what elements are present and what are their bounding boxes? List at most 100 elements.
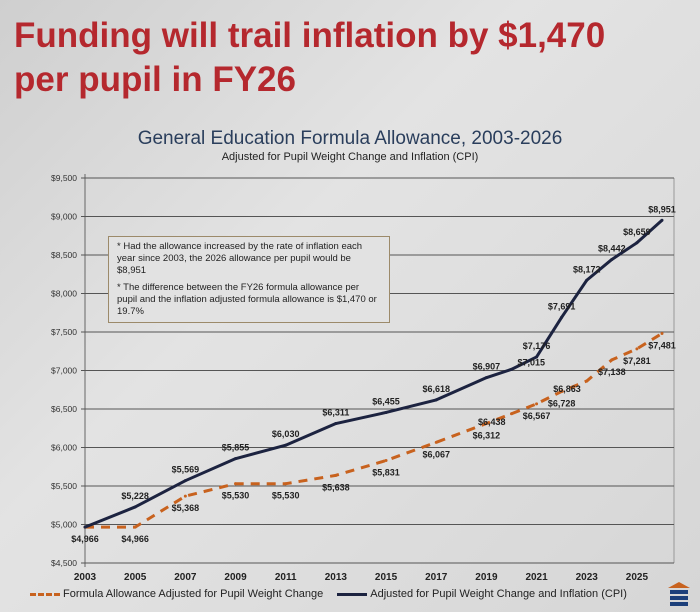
formula-point (183, 494, 187, 498)
y-tick-label: $9,500 (51, 173, 77, 183)
formula-point (560, 389, 564, 393)
y-tick-label: $7,000 (51, 366, 77, 376)
legend-swatch-formula (30, 592, 60, 596)
inflation-point (384, 410, 388, 414)
x-tick-label: 2019 (475, 572, 498, 583)
formula-data-label: $7,481 (648, 340, 676, 350)
formula-data-label: $5,638 (322, 482, 350, 492)
inflation-line (84, 219, 664, 529)
y-tick-label: $8,500 (51, 250, 77, 260)
formula-point (334, 473, 338, 477)
formula-point (509, 412, 513, 416)
inflation-data-label: $6,455 (372, 396, 400, 406)
formula-data-label: $7,138 (598, 367, 626, 377)
inflation-data-label: $8,172 (573, 264, 601, 274)
formula-point (384, 459, 388, 463)
legend-swatch-inflation (337, 592, 368, 596)
formula-data-label: $6,438 (478, 417, 506, 427)
inflation-data-label: $6,030 (272, 429, 300, 439)
inflation-data-label: $8,951 (648, 204, 676, 214)
formula-data-label: $5,368 (172, 503, 200, 513)
formula-point (284, 482, 288, 486)
inflation-data-label: $8,659 (623, 227, 651, 237)
formula-point (585, 379, 589, 383)
annotation-2: * The difference between the FY26 formul… (117, 282, 377, 317)
formula-data-label: $4,966 (121, 534, 149, 544)
formula-data-label: $6,312 (473, 430, 501, 440)
formula-data-label: $5,530 (272, 491, 300, 501)
annotation-box: * Had the allowance increased by the rat… (108, 236, 390, 323)
inflation-point (610, 257, 614, 261)
inflation-point (660, 218, 664, 222)
annotation-1: * Had the allowance increased by the rat… (117, 241, 363, 276)
inflation-data-label: $5,228 (121, 491, 149, 501)
y-tick-label: $5,500 (51, 481, 77, 491)
x-tick-label: 2009 (224, 572, 247, 583)
x-tick-label: 2015 (375, 572, 398, 583)
formula-data-label: $6,728 (548, 398, 576, 408)
logo-icon (668, 582, 690, 606)
y-tick-label: $4,500 (51, 558, 77, 568)
inflation-point (484, 376, 488, 380)
chart-title: General Education Formula Allowance, 200… (137, 128, 563, 149)
y-tick-label: $6,000 (51, 443, 77, 453)
legend: Formula Allowance Adjusted for Pupil Wei… (30, 588, 627, 600)
y-tick-label: $7,500 (51, 327, 77, 337)
inflation-point (284, 443, 288, 447)
x-tick-label: 2021 (525, 572, 548, 583)
legend-item-inflation: Adjusted for Pupil Weight Change and Inf… (337, 588, 627, 600)
headline-line-1: Funding will trail inflation by $1,470 (14, 16, 606, 55)
inflation-point (509, 367, 513, 371)
x-tick-label: 2025 (626, 572, 649, 583)
inflation-data-label: $7,691 (548, 301, 576, 311)
y-tick-label: $6,500 (51, 404, 77, 414)
formula-data-label: $5,831 (372, 468, 400, 478)
x-tick-label: 2011 (275, 572, 297, 583)
formula-point (660, 331, 664, 335)
x-tick-label: 2017 (425, 572, 448, 583)
inflation-point (183, 479, 187, 483)
inflation-data-label: $6,311 (322, 408, 349, 418)
formula-point (434, 440, 438, 444)
inflation-point (234, 457, 238, 461)
formula-data-label: $6,863 (553, 384, 581, 394)
formula-point (610, 358, 614, 362)
formula-data-label: $7,281 (623, 356, 651, 366)
y-tick-label: $9,000 (51, 212, 77, 222)
formula-point (535, 402, 539, 406)
formula-data-label: $5,530 (222, 491, 250, 501)
inflation-point (434, 398, 438, 402)
formula-line (85, 332, 663, 529)
inflation-data-label: $6,907 (473, 362, 501, 372)
inflation-point (83, 525, 87, 529)
inflation-point (635, 241, 639, 245)
inflation-point (585, 278, 589, 282)
inflation-point (560, 315, 564, 319)
inflation-data-label: $5,569 (172, 465, 200, 475)
x-tick-label: 2023 (576, 572, 599, 583)
formula-point (234, 482, 238, 486)
legend-label-formula: Formula Allowance Adjusted for Pupil Wei… (63, 588, 324, 600)
y-tick-label: $5,000 (51, 520, 77, 530)
inflation-data-label: $8,442 (598, 243, 626, 253)
y-tick-label: $8,000 (51, 289, 77, 299)
headline: Funding will trail inflation by $1,470 pe… (14, 14, 605, 102)
inflation-point (133, 505, 137, 509)
x-tick-label: 2005 (124, 572, 147, 583)
formula-data-label: $6,067 (422, 449, 450, 459)
formula-point (635, 347, 639, 351)
x-tick-label: 2007 (174, 572, 197, 583)
inflation-data-label: $7,015 (517, 357, 545, 367)
formula-point (133, 525, 137, 529)
legend-label-inflation: Adjusted for Pupil Weight Change and Inf… (370, 588, 627, 600)
inflation-data-label: $6,618 (422, 384, 450, 394)
headline-line-2: per pupil in FY26 (14, 60, 296, 99)
inflation-data-label: $5,855 (222, 443, 250, 453)
x-tick-label: 2013 (325, 572, 348, 583)
inflation-point (535, 355, 539, 359)
inflation-data-label: $7,176 (523, 341, 551, 351)
formula-data-label: $6,567 (523, 411, 551, 421)
legend-item-formula: Formula Allowance Adjusted for Pupil Wei… (30, 588, 323, 600)
formula-data-label: $4,966 (71, 534, 99, 544)
